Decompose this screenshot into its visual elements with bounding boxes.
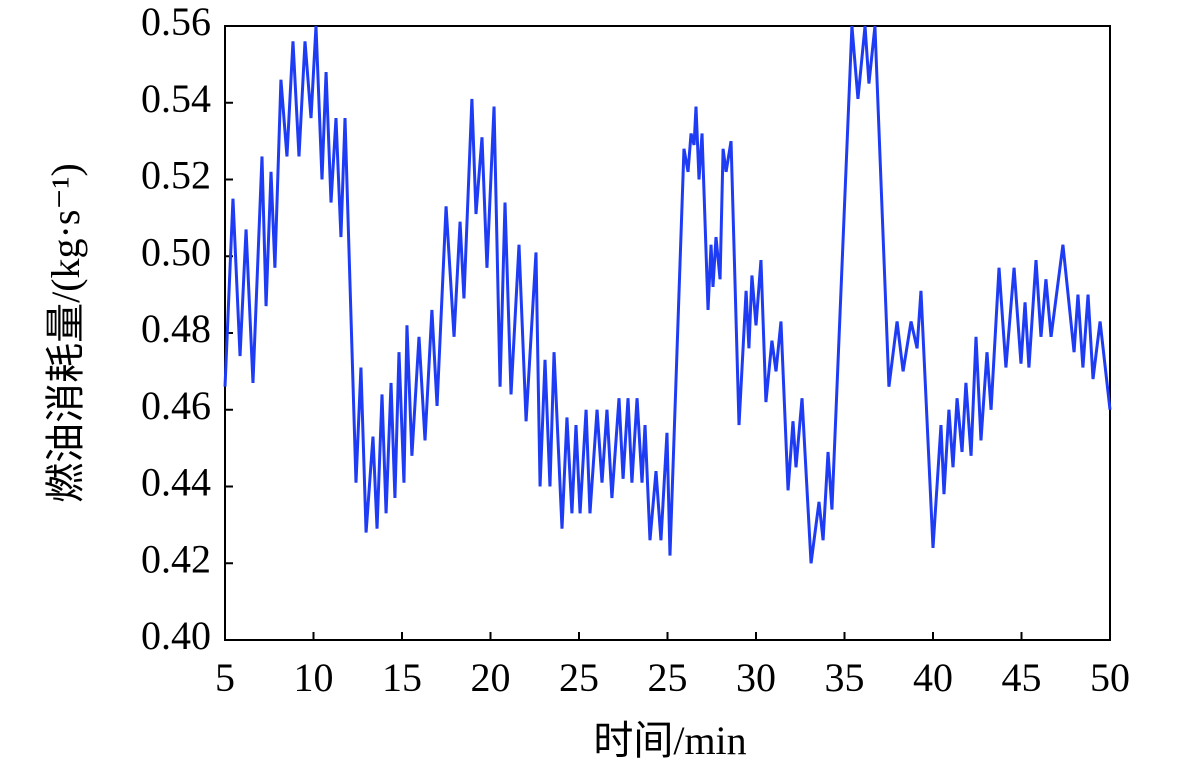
x-tick-label: 20 [471,655,511,700]
plot-frame [224,25,1111,641]
x-tick-label: 25 [648,655,688,700]
y-tick-label: 0.44 [141,460,211,505]
y-tick-label: 0.42 [141,536,211,581]
y-tick-label: 0.48 [141,306,211,351]
y-tick-label: 0.46 [141,383,211,428]
y-tick-label: 0.54 [141,76,211,121]
y-tick-label: 0.40 [141,613,211,658]
y-tick-label: 0.50 [141,229,211,274]
x-tick-label: 50 [1090,655,1130,700]
x-axis-label: 时间/min [593,718,746,763]
x-tick-label: 10 [294,655,334,700]
y-tick-label: 0.52 [141,153,211,198]
x-tick-label: 25 [559,655,599,700]
data-line [223,25,1112,564]
x-tick-label: 35 [825,655,865,700]
x-tick-label: 5 [215,655,235,700]
x-tick-label: 40 [913,655,953,700]
y-tick-label: 0.56 [141,0,211,44]
x-tick-label: 15 [382,655,422,700]
x-tick-label: 30 [736,655,776,700]
x-tick-label: 45 [1002,655,1042,700]
y-axis-label: 燃油消耗量/(kg·s⁻¹) [43,163,88,503]
